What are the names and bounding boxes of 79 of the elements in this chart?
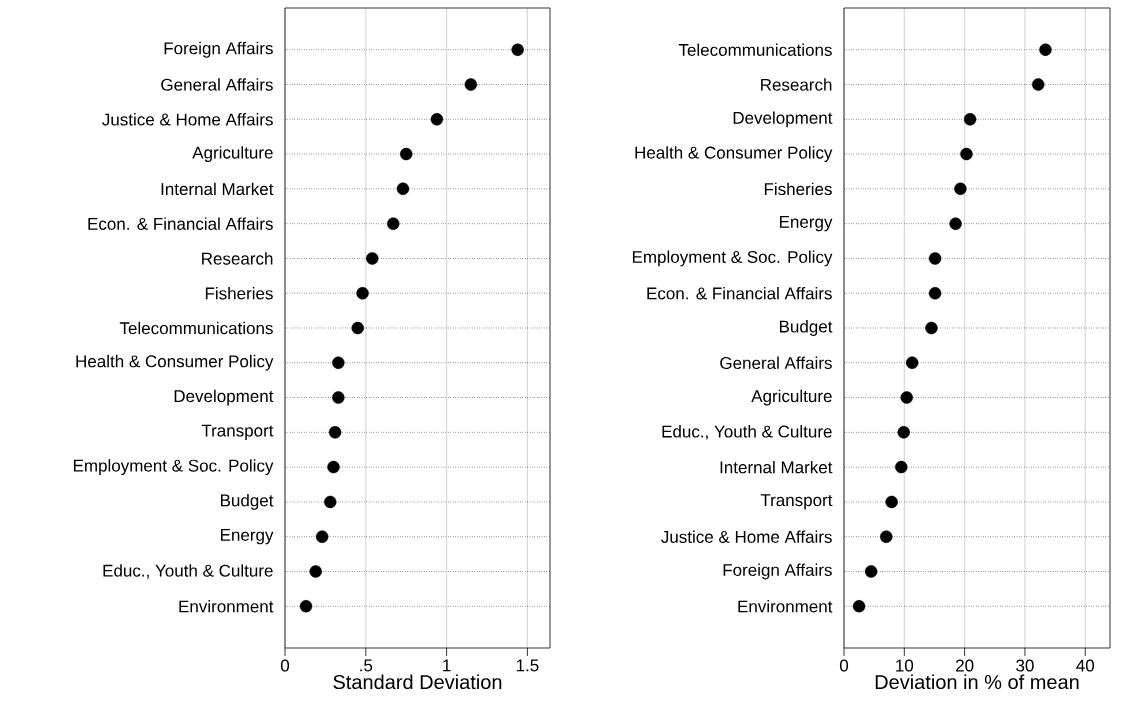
point <box>332 356 345 369</box>
y-tick-label: Research <box>761 78 832 91</box>
point <box>895 460 908 474</box>
y-tick-label: Foreign Affairs <box>723 563 832 580</box>
point <box>299 600 313 613</box>
y-tick-label: Environment <box>179 600 274 613</box>
y-tick-label: Econ. & Financial Affairs <box>88 217 273 230</box>
point <box>366 252 379 265</box>
point <box>905 356 919 369</box>
point <box>1039 43 1052 56</box>
point <box>464 78 478 91</box>
y-tick-label: Budget <box>220 493 274 510</box>
y-tick-label: Transport <box>201 424 274 440</box>
y-tick-label: Agriculture <box>192 146 273 163</box>
y-tick-label: Energy <box>221 529 274 545</box>
y-tick-label: Telecommunications <box>678 43 832 56</box>
y-tick-label: Environment <box>738 600 833 613</box>
y-tick-label: Research <box>202 252 273 265</box>
y-tick-label: Development <box>174 389 274 406</box>
y-tick-label: Fisheries <box>764 182 832 196</box>
point <box>852 600 866 613</box>
y-tick-label: Health & Consumer Policy <box>76 354 274 371</box>
point <box>1032 78 1045 91</box>
x-tick-label: 40 <box>1076 659 1095 672</box>
point <box>885 495 898 509</box>
point <box>387 217 400 230</box>
y-tick-label: Development <box>733 111 833 128</box>
point <box>332 391 345 404</box>
point <box>315 530 329 543</box>
y-tick-label: Employment & Soc. Policy <box>73 459 274 476</box>
y-tick-label: Employment & Soc. Policy <box>632 250 833 267</box>
y-tick-label: Econ. & Financial Affairs <box>647 286 832 300</box>
point <box>511 43 524 56</box>
point <box>928 252 942 265</box>
y-tick-label: Health & Consumer Policy <box>635 146 833 163</box>
y-tick-label: Justice & Home Affairs <box>661 530 832 543</box>
y-tick-label: Budget <box>779 320 833 336</box>
point <box>900 391 913 404</box>
x-tick-label: 1.5 <box>516 659 539 672</box>
point <box>897 426 910 439</box>
y-tick-label: General Affairs <box>161 78 273 91</box>
x-tick-label: 1 <box>443 659 451 672</box>
y-tick-label: Agriculture <box>751 389 832 406</box>
y-tick-label: Justice & Home Affairs <box>102 113 273 126</box>
y-tick-label: Educ., Youth & Culture <box>662 425 832 440</box>
x-tick-label: 10 <box>896 659 914 672</box>
point <box>960 147 973 161</box>
y-tick-label: Transport <box>760 494 833 510</box>
y-tick-label: Educ., Youth & Culture <box>103 564 273 579</box>
point <box>399 147 413 161</box>
y-tick-label: Fisheries <box>205 286 273 300</box>
point <box>324 495 337 509</box>
point <box>327 460 340 474</box>
x-axis-title: Deviation in % of mean <box>875 674 1079 690</box>
y-tick-label: Foreign Affairs <box>164 41 273 58</box>
point <box>954 182 967 196</box>
point <box>328 426 342 439</box>
point <box>864 565 878 578</box>
y-tick-label: Internal Market <box>161 182 274 196</box>
point <box>949 217 962 230</box>
x-tick-label: 0 <box>280 659 290 672</box>
x-tick-label: 30 <box>1016 659 1034 672</box>
x-axis-title: Standard Deviation <box>333 674 502 690</box>
y-tick-label: Telecommunications <box>119 321 273 335</box>
x-tick-label: 0 <box>839 659 849 672</box>
x-tick-label: 20 <box>956 659 974 672</box>
point <box>430 113 444 126</box>
point <box>309 565 322 578</box>
point <box>880 530 893 543</box>
point <box>925 321 938 335</box>
y-tick-label: Energy <box>780 216 833 232</box>
y-tick-label: General Affairs <box>720 356 832 370</box>
point <box>396 182 410 196</box>
point <box>351 321 364 335</box>
point <box>356 287 369 300</box>
y-tick-label: Internal Market <box>720 460 833 474</box>
x-tick-label: .5 <box>360 659 373 672</box>
point <box>928 287 942 300</box>
point <box>963 113 977 126</box>
